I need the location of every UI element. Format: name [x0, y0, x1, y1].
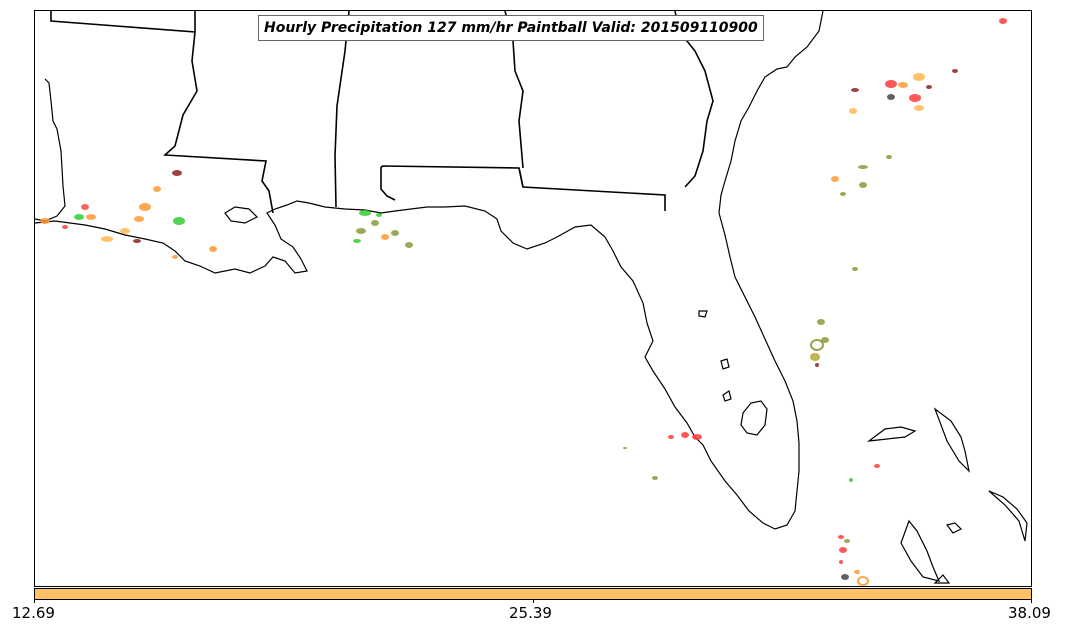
colorbar-tick-label-mid: 25.39	[509, 604, 552, 622]
colorbar-tick-label-min: 12.69	[12, 604, 55, 622]
state-border-al-fl-west	[380, 167, 396, 201]
colorbar-tick-mark-mid	[533, 599, 534, 603]
map-canvas	[35, 11, 1028, 586]
state-border-ms-la	[50, 11, 274, 214]
bahamas-island-3	[900, 519, 941, 582]
colorbar-tick-mark-right	[1031, 599, 1032, 603]
map-title: Hourly Precipitation 127 mm/hr Paintball…	[258, 15, 764, 41]
colorbar-tick-label-max: 38.09	[1008, 604, 1051, 622]
state-borders	[50, 11, 714, 214]
bahamas-island	[866, 426, 917, 442]
precip-paintballs	[40, 18, 1007, 586]
bahamas-island-4	[988, 490, 1028, 542]
state-border-ga-fl	[518, 167, 524, 188]
gulf-coast-line	[35, 11, 824, 530]
lake-okeechobee	[740, 400, 768, 436]
map-frame: Hourly Precipitation 127 mm/hr Paintball…	[34, 10, 1032, 587]
coastline	[35, 11, 1028, 584]
state-border-al-fl	[380, 165, 666, 211]
bahamas-island-2	[933, 407, 970, 473]
colorbar-tick-mark-left	[34, 599, 35, 603]
